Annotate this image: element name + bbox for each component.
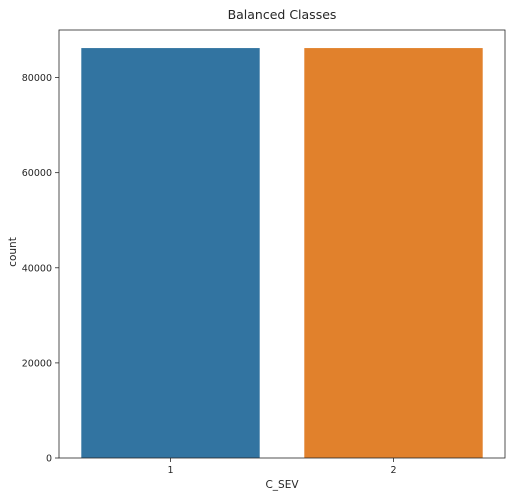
x-tick-label: 2 <box>390 465 396 476</box>
y-axis-label: count <box>7 237 19 267</box>
axes-frame <box>58 29 506 459</box>
x-axis-label: C_SEV <box>265 479 299 491</box>
y-tick-label: 80000 <box>22 73 52 84</box>
chart-title: Balanced Classes <box>228 7 337 22</box>
y-tick-label: 20000 <box>22 358 52 369</box>
y-tick-label: 0 <box>46 454 52 465</box>
plot-area: 1 2 0 20000 40000 60000 80000 <box>22 29 506 476</box>
y-tick-label: 40000 <box>22 263 52 274</box>
x-tick-label: 1 <box>167 465 173 476</box>
bar-2 <box>304 48 483 459</box>
y-tick-label: 60000 <box>22 168 52 179</box>
bar-1 <box>81 48 260 459</box>
